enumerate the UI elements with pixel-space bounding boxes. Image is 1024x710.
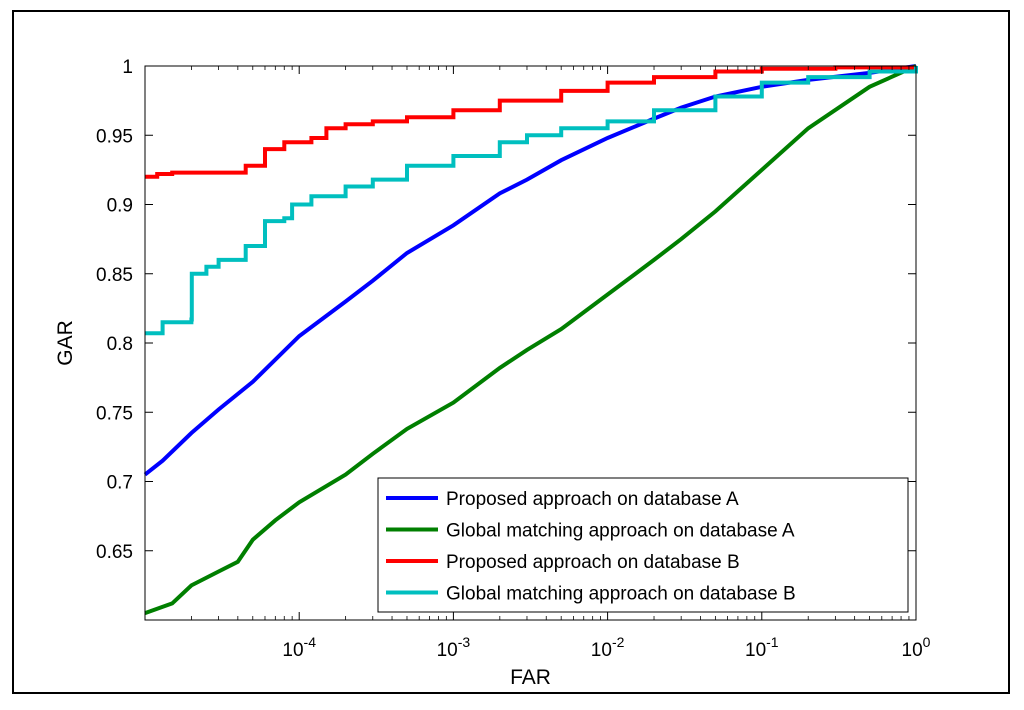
series-line-2: [144, 64, 917, 615]
y-tick-label: 0.7: [107, 473, 133, 494]
series-line-3: [145, 65, 918, 179]
x-tick-label: 100: [902, 634, 931, 661]
x-tick-label: 10-1: [745, 634, 779, 661]
y-axis-label: GAR: [54, 320, 77, 366]
legend-entry-label: Proposed approach on database A: [446, 489, 739, 510]
axes-layer: 0.65 0.7 0.75 0.8 0.85 0.9 0.95 1 10-4 10-3 10-2 10…: [96, 57, 931, 661]
legend-box: [377, 477, 909, 613]
x-tick-label: 10-4: [282, 634, 316, 661]
y-tick-label: 0.95: [96, 126, 133, 147]
series-line-4: [145, 66, 918, 336]
legend: Proposed approach on database A Global ma…: [377, 477, 909, 613]
y-tick-label: 0.9: [107, 196, 133, 217]
x-tick-label: 10-3: [437, 634, 471, 661]
x-tick-label: 10-2: [591, 634, 625, 661]
y-tick-label: 0.8: [107, 334, 133, 355]
x-axis-label: FAR: [510, 666, 551, 689]
legend-entry-label: Proposed approach on database B: [446, 552, 740, 573]
series-line-1: [143, 64, 917, 477]
y-tick-label: 0.85: [96, 265, 133, 286]
series-layer: [143, 64, 918, 615]
y-tick-label: 0.75: [96, 403, 133, 424]
legend-entry-label: Global matching approach on database A: [446, 521, 795, 542]
y-tick-label: 0.65: [96, 542, 133, 563]
legend-entry-label: Global matching approach on database B: [446, 584, 796, 605]
figure-frame: [12, 10, 1010, 694]
y-tick-label: 1: [122, 57, 133, 78]
